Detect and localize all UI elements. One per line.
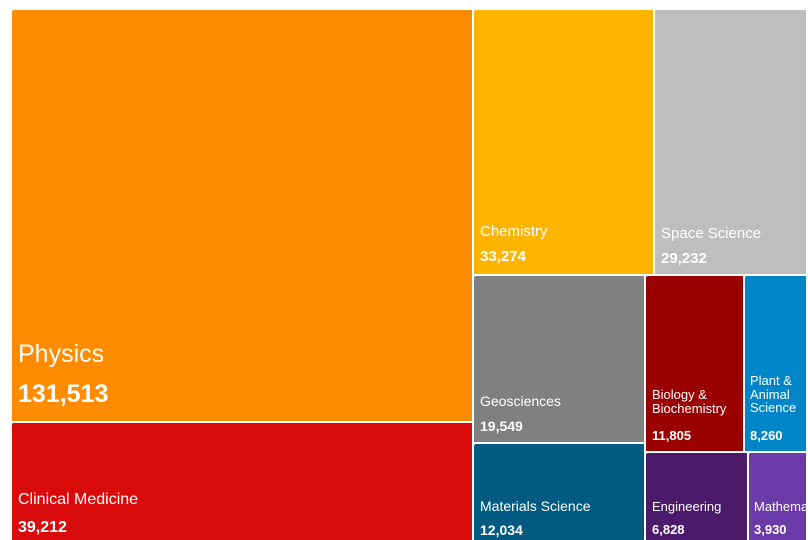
tile-label-clinical-medicine: Clinical Medicine — [18, 491, 139, 508]
tile-value-geosciences: 19,549 — [480, 418, 523, 434]
tile-label-chemistry: Chemistry — [480, 223, 548, 240]
tile-value-physics: 131,513 — [18, 380, 109, 408]
tile-value-clinical-medicine: 39,212 — [18, 519, 67, 536]
tile-label-plant-animal-science: Plant & Animal Science — [750, 373, 797, 416]
tile-value-chemistry: 33,274 — [480, 248, 526, 265]
tile-value-materials-science: 12,034 — [480, 522, 523, 538]
tile-label-space-science: Space Science — [661, 225, 762, 242]
tile-geosciences: Geosciences 19,549 — [474, 276, 646, 444]
tile-value-biology-biochemistry: 11,805 — [652, 428, 692, 443]
tile-label-biology-biochemistry: Biology & Biochemistry — [652, 387, 727, 416]
tile-label-materials-science: Materials Science — [480, 498, 591, 514]
tile-value-engineering: 6,828 — [652, 522, 685, 537]
tile-clinical-medicine: Clinical Medicine 39,212 — [12, 423, 474, 540]
tile-value-plant-animal-science: 8,260 — [750, 428, 783, 443]
tile-chemistry: Chemistry 33,274 — [474, 10, 655, 276]
tile-label-mathematics: Mathematics — [754, 499, 808, 514]
tile-value-space-science: 29,232 — [661, 250, 707, 267]
tile-label-geosciences: Geosciences — [480, 393, 561, 409]
tile-mathematics: Mathematics 3,930 — [749, 453, 808, 540]
tile-engineering: Engineering 6,828 — [646, 453, 749, 540]
tile-biology-biochemistry: Biology & Biochemistry 11,805 — [646, 276, 745, 453]
tile-physics: Physics 131,513 — [12, 10, 474, 423]
tile-space-science: Space Science 29,232 — [655, 10, 808, 276]
tile-label-engineering: Engineering — [652, 499, 722, 514]
tile-plant-animal-science: Plant & Animal Science 8,260 — [745, 276, 808, 453]
tile-label-physics: Physics — [18, 340, 105, 368]
tile-materials-science: Materials Science 12,034 — [474, 444, 646, 540]
tile-value-mathematics: 3,930 — [754, 522, 787, 537]
